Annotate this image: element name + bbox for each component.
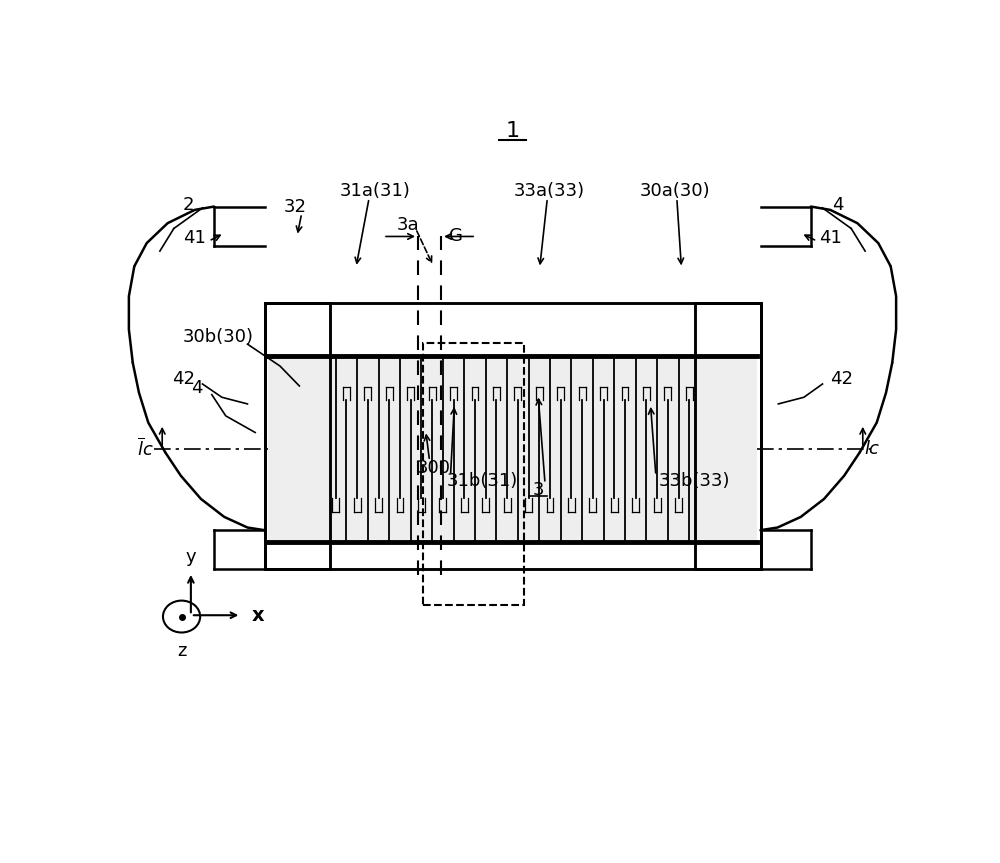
Text: 42: 42 xyxy=(172,370,195,388)
Bar xyxy=(264,303,761,569)
Text: 42: 42 xyxy=(830,370,853,388)
Text: 32: 32 xyxy=(284,198,307,216)
Text: 3: 3 xyxy=(532,482,544,500)
Bar xyxy=(268,356,757,542)
Text: 30a(30): 30a(30) xyxy=(640,182,711,200)
Text: $\overline{l}$c: $\overline{l}$c xyxy=(137,438,153,460)
Text: lc: lc xyxy=(864,440,879,458)
Text: 41: 41 xyxy=(183,229,206,247)
Text: G: G xyxy=(449,228,463,245)
Text: 31b(31): 31b(31) xyxy=(447,472,518,490)
Text: 3a: 3a xyxy=(397,216,419,234)
Bar xyxy=(695,303,761,569)
Text: 4: 4 xyxy=(832,196,844,213)
Text: 33a(33): 33a(33) xyxy=(514,182,585,200)
Text: 41: 41 xyxy=(819,229,842,247)
Text: 300: 300 xyxy=(416,459,450,476)
Text: 33b(33): 33b(33) xyxy=(658,472,730,490)
Text: y: y xyxy=(186,548,196,566)
Text: 4: 4 xyxy=(191,379,203,397)
Bar xyxy=(423,343,524,605)
Text: 2: 2 xyxy=(183,196,194,213)
Bar xyxy=(264,303,761,569)
Text: 31a(31): 31a(31) xyxy=(340,182,411,200)
Text: x: x xyxy=(252,606,265,625)
Bar xyxy=(264,303,330,569)
Bar xyxy=(264,303,330,569)
Text: z: z xyxy=(177,642,186,660)
Text: 30b(30): 30b(30) xyxy=(182,329,254,346)
Bar xyxy=(695,303,761,569)
Text: 1: 1 xyxy=(505,122,520,142)
